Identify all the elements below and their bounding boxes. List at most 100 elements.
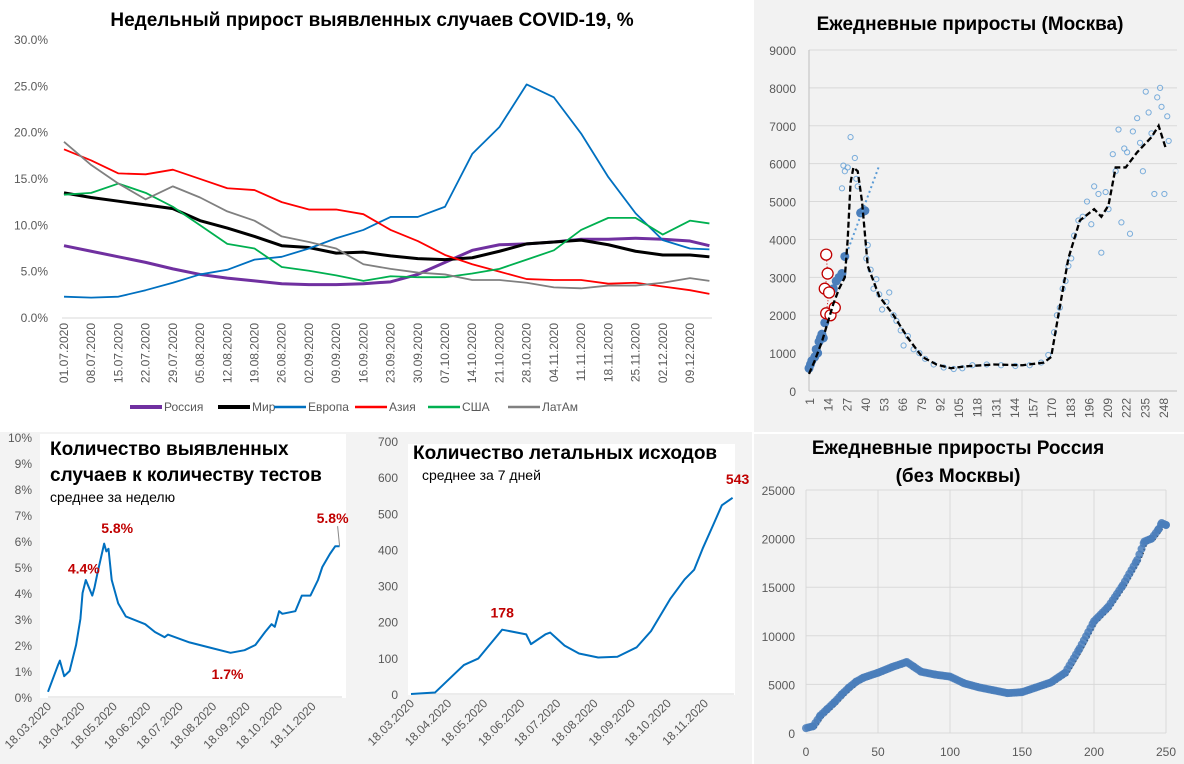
- y-tick-label: 25.0%: [14, 79, 48, 93]
- y-tick-label: 1%: [15, 665, 33, 679]
- x-tick-label: 07.10.2020: [438, 323, 452, 383]
- x-tick-label: 02.12.2020: [656, 323, 670, 383]
- legend-label: Россия: [164, 400, 203, 414]
- data-point: [1045, 351, 1052, 359]
- x-tick-label: 40: [859, 398, 873, 412]
- x-tick-label: 04.11.2020: [547, 323, 561, 382]
- x-tick-label: 183: [1064, 398, 1078, 418]
- data-label: 543: [726, 471, 750, 487]
- x-tick-label: 196: [1082, 398, 1096, 418]
- data-point: [900, 342, 907, 349]
- y-tick-label: 15.0%: [14, 172, 48, 186]
- x-tick-label: 21.10.2020: [492, 323, 506, 383]
- x-tick-label: 150: [1012, 745, 1032, 759]
- data-point: [1142, 88, 1149, 95]
- x-tick-label: 100: [940, 745, 960, 759]
- data-point: [1102, 188, 1109, 196]
- data-point: [886, 289, 893, 296]
- x-tick-label: 53: [878, 398, 892, 412]
- data-point: [1121, 145, 1128, 152]
- data-point: [1136, 139, 1144, 146]
- data-point: [851, 154, 858, 162]
- series-line-ЛатАм: [63, 141, 710, 290]
- y-tick-label: 5000: [768, 678, 795, 692]
- series-line-Азия: [63, 148, 710, 295]
- x-tick-label: 118: [971, 398, 985, 417]
- data-point-highlight: [822, 286, 836, 299]
- x-tick-label: 0: [803, 745, 810, 759]
- y-tick-label: 20000: [762, 533, 796, 547]
- data-label: 4.4%: [68, 561, 100, 577]
- x-tick-label: 12.08.2020: [220, 323, 234, 383]
- x-tick-label: 30.09.2020: [411, 323, 425, 383]
- y-tick-label: 0: [789, 385, 796, 399]
- y-tick-label: 6000: [769, 158, 796, 172]
- chart-title: Недельный прирост выявленных случаев COV…: [110, 10, 633, 31]
- data-point: [890, 312, 897, 319]
- legend-label: Мир: [252, 400, 276, 414]
- data-point: [1162, 520, 1170, 529]
- x-tick-label: 50: [871, 745, 885, 759]
- data-point: [1151, 190, 1158, 198]
- x-tick-label: 08.07.2020: [84, 323, 98, 383]
- chart-title-line-1: Ежедневные приросты Россия: [812, 438, 1104, 459]
- data-point: [1083, 198, 1091, 205]
- y-tick-label: 0: [788, 727, 795, 741]
- legend-item: Азия: [355, 400, 416, 414]
- x-tick-label: 250: [1156, 745, 1176, 759]
- data-point-highlight: [820, 248, 833, 261]
- data-point: [1158, 103, 1165, 110]
- x-tick-label: 09.09.2020: [329, 323, 343, 383]
- y-tick-label: 8%: [15, 483, 33, 497]
- y-tick-label: 3000: [769, 271, 796, 285]
- series-line: [410, 496, 734, 695]
- y-tick-label: 25000: [762, 484, 796, 498]
- data-point: [1068, 255, 1075, 262]
- x-tick-label: 23.09.2020: [384, 323, 398, 383]
- x-tick-label: 18.11.2020: [601, 323, 615, 382]
- legend-label: Азия: [389, 400, 416, 414]
- data-point: [1109, 151, 1116, 158]
- chart-subtitle: среднее за неделю: [50, 489, 175, 505]
- legend-label: США: [462, 400, 490, 414]
- x-tick-label: 131: [989, 398, 1003, 418]
- y-tick-label: 200: [378, 616, 398, 630]
- data-label: 5.8%: [101, 520, 133, 536]
- x-tick-label: 01.07.2020: [57, 323, 71, 383]
- y-tick-label: 7%: [15, 509, 33, 523]
- x-tick-label: 28.10.2020: [520, 323, 534, 383]
- y-tick-label: 9000: [769, 44, 796, 58]
- legend-item: ЛатАм: [508, 400, 578, 414]
- data-point: [1088, 221, 1095, 228]
- x-tick-label: 22.07.2020: [139, 323, 153, 383]
- y-tick-label: 30.0%: [14, 33, 48, 47]
- y-tick-label: 10%: [8, 431, 32, 445]
- moscow-daily-chart: Ежедневные приросты (Москва) 0 1000 2000 30…: [769, 14, 1177, 418]
- data-point-filled: [820, 318, 830, 328]
- y-tick-label: 1000: [769, 347, 796, 361]
- chart-title: Количество летальных исходов: [413, 443, 717, 464]
- data-point: [1126, 230, 1134, 237]
- y-tick-label: 700: [378, 435, 398, 449]
- series-line-США: [63, 182, 710, 282]
- y-tick-label: 2000: [769, 309, 796, 323]
- x-tick-label: 15.07.2020: [111, 323, 125, 383]
- x-tick-label: 157: [1027, 398, 1041, 418]
- chart-title-line-2: (без Москвы): [896, 466, 1021, 487]
- x-tick-label: 144: [1008, 398, 1022, 418]
- x-tick-label: 19.08.2020: [248, 323, 262, 383]
- y-tick-label: 100: [378, 652, 398, 666]
- y-tick-label: 400: [378, 543, 398, 557]
- data-point: [1134, 115, 1141, 122]
- y-tick-label: 8000: [769, 82, 796, 96]
- y-tick-label: 0: [391, 688, 398, 702]
- x-tick-label: 200: [1084, 745, 1104, 759]
- label-leader-line: [337, 526, 341, 547]
- legend-item: Европа: [274, 400, 349, 414]
- x-tick-label: 248: [1157, 398, 1171, 418]
- data-point: [1115, 126, 1122, 133]
- x-tick-label: 14.10.2020: [465, 323, 479, 383]
- legend-item: Россия: [130, 400, 203, 414]
- x-tick-label: 14: [822, 398, 836, 412]
- y-tick-label: 600: [378, 471, 398, 485]
